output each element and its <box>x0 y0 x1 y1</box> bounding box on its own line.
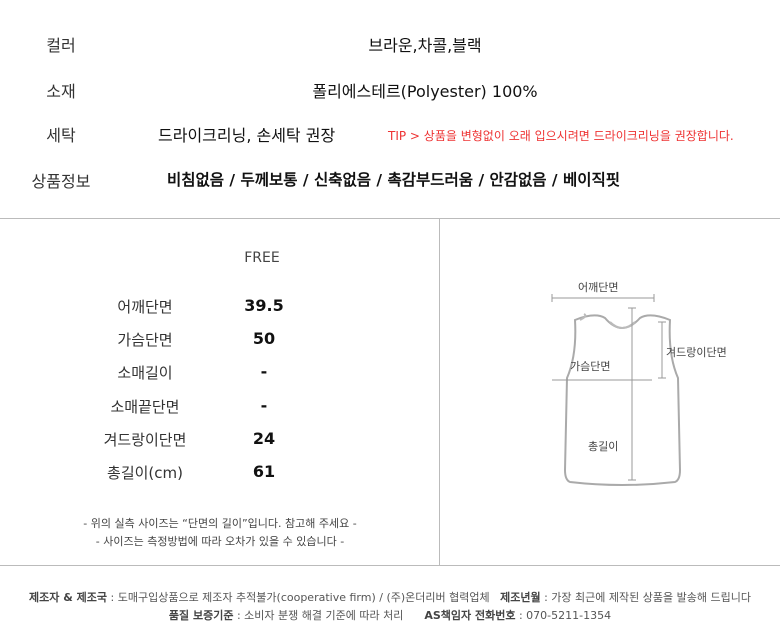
divider <box>439 219 440 566</box>
divider <box>0 218 780 219</box>
as-label: AS책임자 전화번호 <box>424 609 516 622</box>
quality-label: 품질 보증기준 <box>168 609 234 622</box>
footer-line-2: 품질 보증기준 : 소비자 분쟁 해결 기준에 따라 처리 AS책임자 전화번호… <box>0 607 780 623</box>
size-value: - <box>260 396 268 415</box>
year-value: : 가장 최근에 제작된 상품을 발송해 드립니다 <box>540 591 751 604</box>
size-label: 겨드랑이단면 <box>103 431 187 449</box>
wash-tip: TIP > 상품을 변형없이 오래 입으시려면 드라이크리닝을 권장합니다. <box>388 129 734 143</box>
size-label: 가슴단면 <box>117 331 173 349</box>
info-value: 드라이크리닝, 손세탁 권장 <box>158 126 336 145</box>
info-label: 세탁 <box>46 126 76 145</box>
size-label: 소매끝단면 <box>110 398 180 416</box>
footer-line-1: 제조자 & 제조국 : 도매구입상품으로 제조자 추적불가(cooperativ… <box>0 589 780 605</box>
size-label: 어깨단면 <box>117 298 173 316</box>
info-label: 컬러 <box>46 36 76 55</box>
size-value: - <box>260 362 268 381</box>
quality-value: : 소비자 분쟁 해결 기준에 따라 처리 <box>233 609 404 622</box>
size-value: 61 <box>252 462 276 481</box>
info-value: 브라운,차콜,블랙 <box>368 36 482 55</box>
size-value: 24 <box>252 429 276 448</box>
divider <box>0 565 780 566</box>
tank-top-illustration <box>551 294 682 486</box>
info-value: 폴리에스테르(Polyester) 100% <box>312 82 538 101</box>
as-value: : 070-5211-1354 <box>515 609 612 622</box>
size-value: 39.5 <box>244 296 284 315</box>
diagram-label-armpit: 겨드랑이단면 <box>666 346 727 359</box>
size-value: 50 <box>252 329 276 348</box>
diagram-label-shoulder: 어깨단면 <box>578 281 619 294</box>
size-note: - 위의 실측 사이즈는 “단면의 길이”입니다. 참고해 주세요 - <box>83 517 357 530</box>
size-header: FREE <box>244 250 280 266</box>
size-label: 총길이(cm) <box>107 464 183 482</box>
info-label: 상품정보 <box>31 172 91 191</box>
size-label: 소매길이 <box>117 364 173 382</box>
info-value: 비침없음 / 두께보통 / 신축없음 / 촉감부드러움 / 안감없음 / 베이직… <box>167 171 621 189</box>
maker-label: 제조자 & 제조국 <box>29 591 108 604</box>
size-note: - 사이즈는 측정방법에 따라 오차가 있을 수 있습니다 - <box>95 535 345 548</box>
diagram-label-chest: 가슴단면 <box>570 360 611 373</box>
maker-value: : 도매구입상품으로 제조자 추적불가(cooperative firm) / … <box>107 591 490 604</box>
info-label: 소재 <box>46 82 76 101</box>
year-label: 제조년월 <box>500 591 541 604</box>
diagram-label-length: 총길이 <box>588 440 619 453</box>
